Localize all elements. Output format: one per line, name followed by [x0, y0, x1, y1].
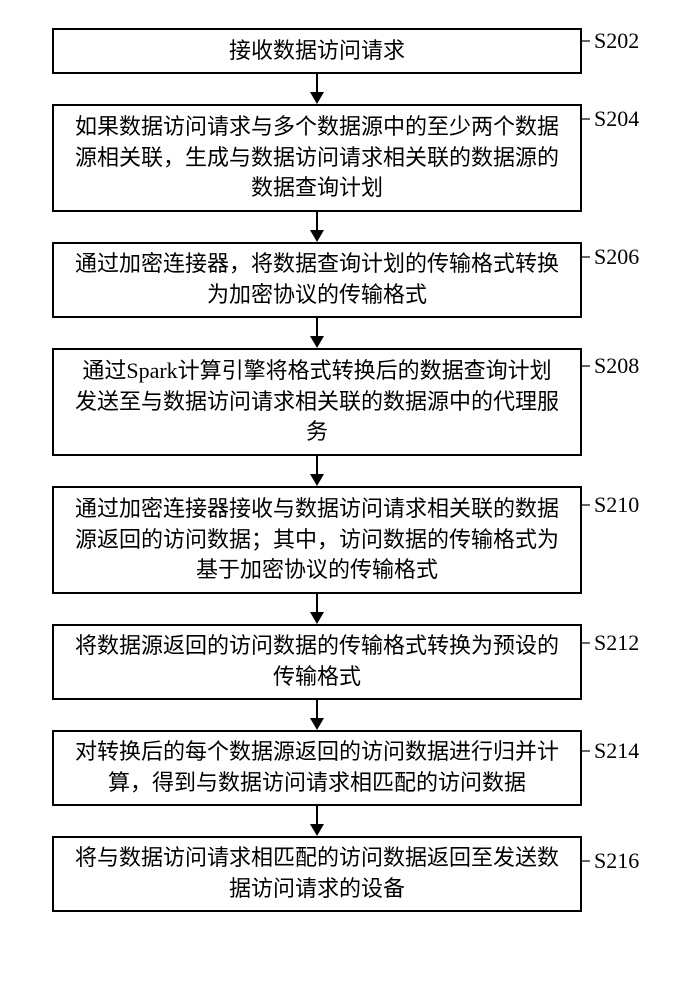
flow-step-s204: 如果数据访问请求与多个数据源中的至少两个数据源相关联，生成与数据访问请求相关联的… — [52, 104, 582, 212]
step-label-s216: S216 — [594, 848, 639, 874]
flow-step-s214: 对转换后的每个数据源返回的访问数据进行归并计算，得到与数据访问请求相匹配的访问数… — [52, 730, 582, 806]
flow-step-s216: 将与数据访问请求相匹配的访问数据返回至发送数据访问请求的设备 — [52, 836, 582, 912]
step-label-s214: S214 — [594, 738, 639, 764]
flow-step-s212: 将数据源返回的访问数据的传输格式转换为预设的传输格式 — [52, 624, 582, 700]
label-connector — [582, 255, 594, 259]
step-label-s208: S208 — [594, 353, 639, 379]
flow-step-s208: 通过Spark计算引擎将格式转换后的数据查询计划发送至与数据访问请求相关联的数据… — [52, 348, 582, 456]
flow-arrow — [52, 594, 582, 624]
label-connector — [582, 749, 594, 753]
label-connector — [582, 117, 594, 121]
flow-step-s210: 通过加密连接器接收与数据访问请求相关联的数据源返回的访问数据；其中，访问数据的传… — [52, 486, 582, 594]
step-label-s204: S204 — [594, 106, 639, 132]
flow-arrow — [52, 806, 582, 836]
flow-step-text: 通过加密连接器，将数据查询计划的传输格式转换为加密协议的传输格式 — [72, 249, 562, 311]
flowchart-container: 接收数据访问请求如果数据访问请求与多个数据源中的至少两个数据源相关联，生成与数据… — [52, 28, 582, 912]
label-connector — [582, 503, 594, 507]
step-label-s212: S212 — [594, 630, 639, 656]
label-connector — [582, 39, 594, 43]
flow-step-text: 通过加密连接器接收与数据访问请求相关联的数据源返回的访问数据；其中，访问数据的传… — [72, 494, 562, 586]
flow-arrow — [52, 456, 582, 486]
flow-step-text: 将数据源返回的访问数据的传输格式转换为预设的传输格式 — [72, 631, 562, 693]
flow-step-text: 接收数据访问请求 — [229, 36, 405, 67]
flow-arrow — [52, 74, 582, 104]
flow-arrow — [52, 318, 582, 348]
flow-step-text: 将与数据访问请求相匹配的访问数据返回至发送数据访问请求的设备 — [72, 843, 562, 905]
flow-step-s206: 通过加密连接器，将数据查询计划的传输格式转换为加密协议的传输格式 — [52, 242, 582, 318]
label-connector — [582, 364, 594, 368]
flow-step-text: 通过Spark计算引擎将格式转换后的数据查询计划发送至与数据访问请求相关联的数据… — [72, 356, 562, 448]
step-label-s210: S210 — [594, 492, 639, 518]
flow-step-s202: 接收数据访问请求 — [52, 28, 582, 74]
label-connector — [582, 641, 594, 645]
flow-step-text: 如果数据访问请求与多个数据源中的至少两个数据源相关联，生成与数据访问请求相关联的… — [72, 112, 562, 204]
label-connector — [582, 859, 594, 863]
flow-arrow — [52, 212, 582, 242]
flow-arrow — [52, 700, 582, 730]
flow-step-text: 对转换后的每个数据源返回的访问数据进行归并计算，得到与数据访问请求相匹配的访问数… — [72, 737, 562, 799]
step-label-s202: S202 — [594, 28, 639, 54]
step-label-s206: S206 — [594, 244, 639, 270]
